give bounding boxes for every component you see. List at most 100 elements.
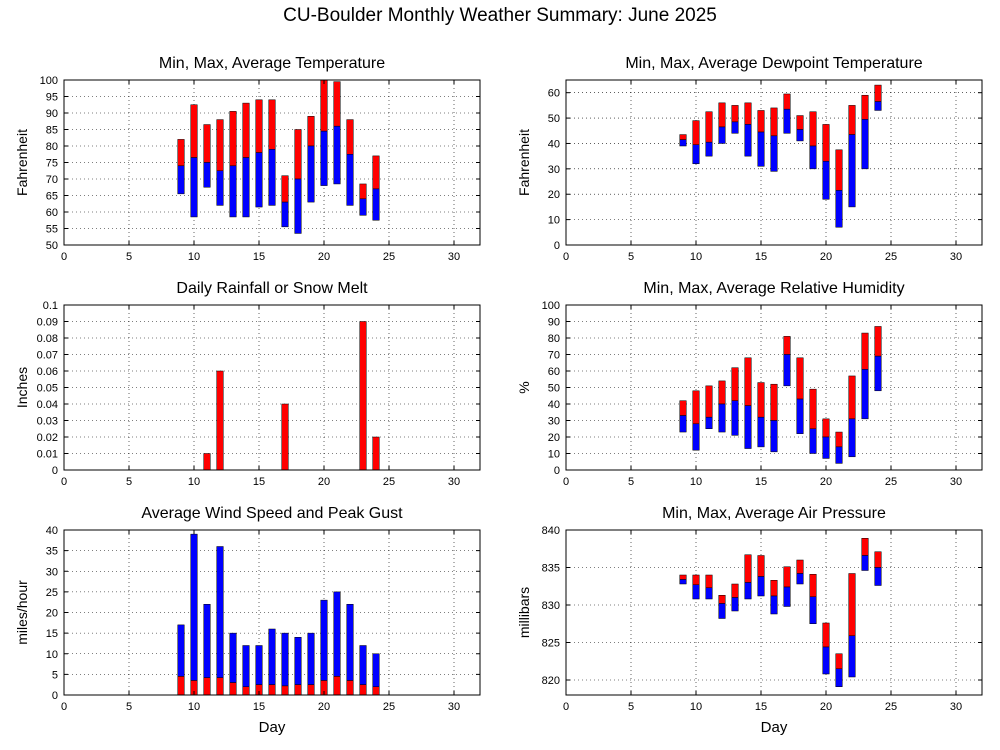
- y-tick-label: 40: [548, 138, 560, 150]
- x-tick-label: 5: [628, 251, 634, 263]
- bar-max-segment: [771, 580, 778, 596]
- avg-speed-bar: [347, 681, 354, 695]
- y-axis-label: millibars: [516, 587, 532, 638]
- y-axis-label: miles/hour: [14, 580, 30, 645]
- x-tick-label: 0: [563, 476, 569, 488]
- temperature-chart: Min, Max, Average Temperature 0 5 10 15 20 25 3…: [0, 45, 500, 275]
- y-tick-label: 90: [46, 108, 58, 120]
- bar-min-segment: [810, 597, 817, 624]
- chart-title: Min, Max, Average Dewpoint Temperature: [625, 55, 922, 72]
- y-tick-label: 0.01: [37, 449, 58, 461]
- y-tick-label: 50: [548, 383, 560, 395]
- bar-max-segment: [797, 560, 804, 574]
- x-tick-label: 30: [950, 701, 962, 713]
- pressure-chart: Min, Max, Average Air Pressure 0 5 10 15 20 25…: [500, 495, 1000, 750]
- bar-min-segment: [836, 447, 843, 464]
- y-tick-label: 0.05: [37, 383, 58, 395]
- y-tick-label: 70: [46, 174, 58, 186]
- x-tick-label: 15: [253, 251, 265, 263]
- bar-min-segment: [230, 166, 237, 217]
- y-tick-label: 840: [542, 525, 560, 537]
- gust-bar: [360, 646, 367, 685]
- gust-bar: [321, 600, 328, 680]
- y-tick-label: 25: [46, 587, 58, 599]
- chart-title: Average Wind Speed and Peak Gust: [141, 505, 403, 522]
- avg-speed-bar: [334, 676, 341, 695]
- bar-max-segment: [784, 567, 791, 587]
- bar-max-segment: [706, 575, 713, 588]
- bar-min-segment: [758, 417, 765, 447]
- y-tick-label: 0.06: [37, 366, 58, 378]
- bar-max-segment: [823, 419, 830, 437]
- bar-min-segment: [784, 355, 791, 386]
- gust-bar: [243, 646, 250, 687]
- avg-speed-bar: [373, 687, 380, 695]
- x-tick-label: 20: [318, 476, 330, 488]
- x-tick-label: 5: [126, 701, 132, 713]
- bar-min-segment: [849, 135, 856, 207]
- y-tick-label: 90: [548, 317, 560, 329]
- x-tick-label: 20: [820, 251, 832, 263]
- y-tick-label: 825: [542, 638, 560, 650]
- y-tick-label: 0.08: [37, 333, 58, 345]
- y-axis-label: %: [516, 381, 532, 393]
- bar-min-segment: [269, 149, 276, 205]
- bar-max-segment: [693, 391, 700, 424]
- bar-min-segment: [243, 158, 250, 217]
- bar-min-segment: [797, 574, 804, 585]
- y-tick-label: 5: [52, 669, 58, 681]
- bar-min-segment: [849, 636, 856, 677]
- bar-min-segment: [836, 190, 843, 227]
- x-tick-label: 0: [61, 251, 67, 263]
- bar-max-segment: [204, 125, 211, 163]
- avg-speed-bar: [308, 685, 315, 695]
- bar-max-segment: [862, 538, 869, 555]
- y-tick-label: 30: [548, 416, 560, 428]
- rain-bar: [204, 454, 211, 471]
- y-tick-label: 15: [46, 628, 58, 640]
- chart-title: Min, Max, Average Air Pressure: [662, 505, 886, 522]
- bar-min-segment: [862, 556, 869, 571]
- bar-min-segment: [810, 146, 817, 169]
- bar-min-segment: [680, 140, 687, 146]
- x-tick-label: 25: [885, 476, 897, 488]
- bar-max-segment: [360, 184, 367, 199]
- y-tick-label: 100: [542, 300, 560, 312]
- bar-max-segment: [810, 112, 817, 146]
- bar-max-segment: [732, 584, 739, 598]
- y-tick-label: 35: [46, 546, 58, 558]
- y-tick-label: 20: [548, 189, 560, 201]
- bar-max-segment: [758, 110, 765, 132]
- bar-min-segment: [745, 124, 752, 156]
- gust-bar: [334, 592, 341, 677]
- x-tick-label: 0: [61, 701, 67, 713]
- bar-min-segment: [360, 199, 367, 216]
- bar-min-segment: [256, 153, 263, 207]
- x-tick-label: 10: [188, 251, 200, 263]
- bar-max-segment: [256, 100, 263, 153]
- y-tick-label: 60: [548, 88, 560, 100]
- bar-max-segment: [217, 120, 224, 171]
- gust-bar: [230, 633, 237, 683]
- page-title: CU-Boulder Monthly Weather Summary: June…: [0, 5, 1000, 27]
- y-tick-label: 10: [548, 215, 560, 227]
- bar-max-segment: [732, 105, 739, 122]
- dewpoint-chart: Min, Max, Average Dewpoint Temperature 0 5…: [500, 45, 1000, 275]
- y-tick-label: 30: [548, 164, 560, 176]
- bar-max-segment: [758, 383, 765, 418]
- y-tick-label: 20: [46, 608, 58, 620]
- y-tick-label: 80: [46, 141, 58, 153]
- bar-min-segment: [771, 421, 778, 452]
- x-tick-label: 15: [755, 476, 767, 488]
- x-tick-label: 10: [690, 476, 702, 488]
- y-tick-label: 0: [554, 465, 560, 477]
- wind-chart: Average Wind Speed and Peak Gust 0 5 10 15 20…: [0, 495, 500, 750]
- gust-bar: [308, 633, 315, 685]
- bar-min-segment: [191, 158, 198, 217]
- rain-bar: [360, 322, 367, 471]
- x-tick-label: 10: [188, 701, 200, 713]
- bar-max-segment: [719, 381, 726, 404]
- bar-max-segment: [758, 556, 765, 577]
- x-tick-label: 25: [885, 701, 897, 713]
- bar-min-segment: [732, 122, 739, 133]
